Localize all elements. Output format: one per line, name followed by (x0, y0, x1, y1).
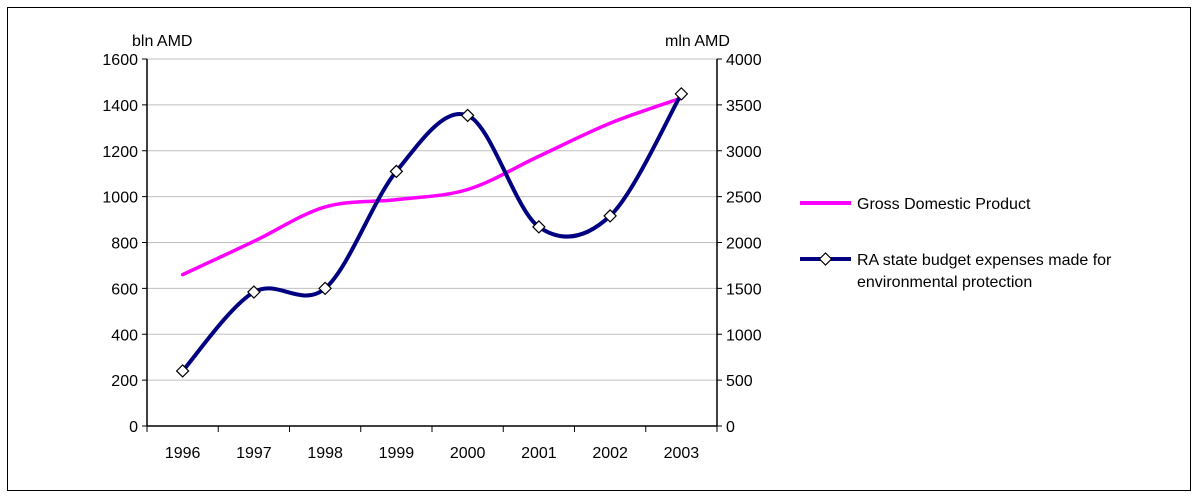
data-point-marker (318, 281, 332, 296)
x-tick-label: 1998 (307, 445, 343, 462)
legend: Gross Domestic Product RA state budget e… (800, 196, 1116, 291)
x-tick-label: 1996 (165, 445, 201, 462)
data-point-marker (674, 87, 689, 101)
x-tick-label: 2003 (664, 445, 700, 462)
data-point-marker (389, 164, 404, 179)
y-right-unit-label: mln AMD (665, 33, 730, 50)
x-tick-label: 1997 (236, 445, 272, 462)
y-right-tick-label: 0 (726, 419, 735, 436)
x-tick-label: 2001 (521, 445, 557, 462)
y-left-unit-label: bln AMD (132, 33, 192, 50)
x-tick-label: 2000 (450, 445, 486, 462)
y-left-tick-label: 800 (111, 236, 138, 253)
y-left-tick-label: 600 (111, 281, 138, 298)
x-tick-label: 2002 (592, 445, 628, 462)
y-left-tick-label: 200 (111, 373, 138, 390)
y-left-tick-label: 1000 (102, 190, 138, 207)
chart-frame (7, 7, 1191, 491)
y-left-tick-label: 1200 (102, 144, 138, 161)
y-right-tick-label: 1500 (726, 281, 762, 298)
y-right-tick-label: 4000 (726, 52, 762, 69)
y-left-tick-label: 1600 (102, 52, 138, 69)
legend-label-expenses-line-1: RA state budget expenses made for (857, 252, 1112, 269)
axes (142, 58, 722, 432)
y-left-tick-label: 400 (111, 327, 138, 344)
y-right-tick-label: 3000 (726, 144, 762, 161)
data-point-marker (175, 364, 190, 378)
legend-label-gdp: Gross Domestic Product (857, 196, 1031, 213)
legend-label-expenses: RA state budget expenses made for enviro… (857, 252, 1116, 291)
y-right-tick-label: 2500 (726, 190, 762, 207)
series-line-gdp (180, 96, 684, 277)
y-right-tick-label: 500 (726, 373, 753, 390)
data-point-marker (247, 285, 261, 299)
axis-labels: bln AMD mln AMD 0 0 200 500 400 1000 600 1500 80… (102, 33, 761, 462)
y-left-tick-label: 0 (129, 419, 138, 436)
y-right-tick-label: 2000 (726, 236, 762, 253)
data-point-marker (532, 220, 546, 234)
legend-marker-expenses (818, 252, 833, 266)
data-point-marker (603, 209, 617, 223)
y-left-tick-label: 1400 (102, 98, 138, 115)
legend-label-expenses-line-2: environmental protection (857, 274, 1032, 291)
x-tick-label: 1999 (379, 445, 415, 462)
y-right-tick-label: 1000 (726, 327, 762, 344)
data-point-marker (460, 108, 475, 123)
series-markers (175, 87, 689, 378)
y-right-tick-label: 3500 (726, 98, 762, 115)
